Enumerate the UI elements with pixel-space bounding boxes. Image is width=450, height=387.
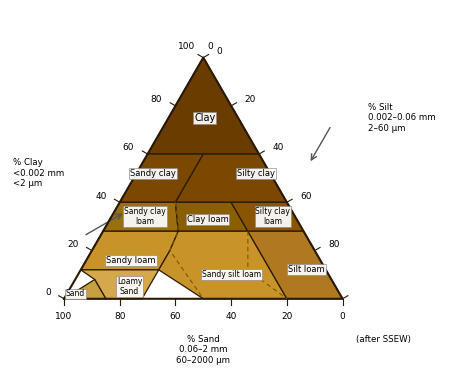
Text: 80: 80 xyxy=(151,95,162,104)
Text: Silty clay
loam: Silty clay loam xyxy=(256,207,290,226)
Text: 20: 20 xyxy=(244,95,256,104)
Polygon shape xyxy=(248,231,342,299)
Polygon shape xyxy=(64,279,106,299)
Text: Clay: Clay xyxy=(194,113,215,123)
Text: Sandy clay: Sandy clay xyxy=(130,169,176,178)
Text: 40: 40 xyxy=(225,312,237,321)
Text: 20: 20 xyxy=(67,240,79,249)
Text: Clay loam: Clay loam xyxy=(187,215,228,224)
Text: 0: 0 xyxy=(340,312,346,321)
Text: 60: 60 xyxy=(170,312,181,321)
Text: 0: 0 xyxy=(207,42,213,51)
Text: 0: 0 xyxy=(45,288,51,297)
Text: Sandy silt loam: Sandy silt loam xyxy=(202,270,261,279)
Text: (after SSEW): (after SSEW) xyxy=(356,335,411,344)
Polygon shape xyxy=(81,231,178,270)
Text: 40: 40 xyxy=(272,143,284,152)
Text: Sandy loam: Sandy loam xyxy=(106,256,156,265)
Text: 80: 80 xyxy=(114,312,126,321)
Polygon shape xyxy=(103,202,178,231)
Text: 80: 80 xyxy=(328,240,339,249)
Text: Silt loam: Silt loam xyxy=(288,265,324,274)
Text: Silty clay: Silty clay xyxy=(237,169,275,178)
Text: Sand: Sand xyxy=(66,289,85,298)
Text: 60: 60 xyxy=(123,143,135,152)
Polygon shape xyxy=(176,202,248,231)
Text: 100: 100 xyxy=(178,42,195,51)
Text: % Silt
0.002–0.06 mm
2–60 μm: % Silt 0.002–0.06 mm 2–60 μm xyxy=(368,103,435,133)
Text: Sandy clay
loam: Sandy clay loam xyxy=(124,207,166,226)
Text: 60: 60 xyxy=(300,192,311,200)
Text: % Clay
<0.002 mm
<2 μm: % Clay <0.002 mm <2 μm xyxy=(14,158,65,188)
Polygon shape xyxy=(81,270,159,299)
Text: % Sand
0.06–2 mm
60–2000 μm: % Sand 0.06–2 mm 60–2000 μm xyxy=(176,335,230,365)
Polygon shape xyxy=(148,58,259,154)
Text: 40: 40 xyxy=(95,192,107,200)
Polygon shape xyxy=(176,154,287,202)
Text: 0: 0 xyxy=(216,47,222,56)
Polygon shape xyxy=(231,202,304,231)
Text: 100: 100 xyxy=(55,312,72,321)
Text: 20: 20 xyxy=(281,312,292,321)
Polygon shape xyxy=(120,154,203,202)
Text: Loamy
Sand: Loamy Sand xyxy=(117,277,142,296)
Polygon shape xyxy=(159,231,287,299)
